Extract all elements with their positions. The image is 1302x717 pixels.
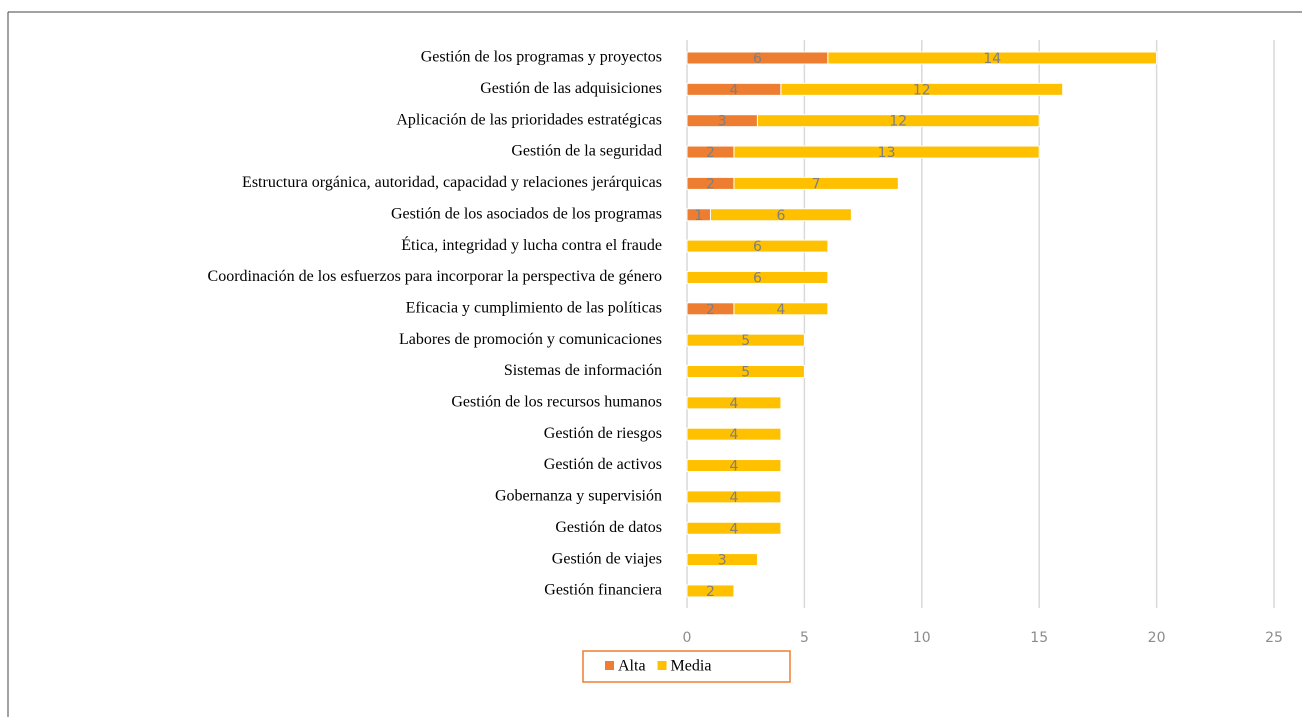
bar-segment	[686, 584, 735, 598]
data-label: 6	[753, 270, 762, 286]
category-label: Gestión financiera	[544, 582, 662, 599]
bar-segment	[709, 208, 852, 222]
bar-segment	[733, 302, 829, 316]
legend-label: Media	[671, 658, 712, 675]
x-tick-label: 5	[800, 630, 809, 646]
data-label: 3	[718, 114, 727, 130]
data-label: 5	[741, 365, 750, 381]
category-label: Gestión de la seguridad	[511, 143, 662, 160]
data-label: 4	[729, 521, 738, 537]
bar-segment	[686, 553, 758, 567]
category-label: Gestión de datos	[555, 519, 662, 536]
data-label: 4	[729, 490, 738, 506]
category-label: Gestión de los recursos humanos	[451, 394, 662, 411]
bar-segment	[686, 490, 782, 504]
category-label: Gestión de los programas y proyectos	[421, 49, 662, 66]
category-label: Eficacia y cumplimiento de las políticas	[406, 299, 662, 316]
category-label: Labores de promoción y comunicaciones	[399, 331, 662, 348]
bar-segment	[686, 365, 805, 378]
bar-segment	[686, 396, 782, 410]
bar-segment	[780, 82, 1064, 96]
data-label: 3	[718, 553, 727, 569]
bar-segment	[733, 176, 899, 190]
category-label: Sistemas de información	[504, 362, 662, 379]
data-label: 12	[889, 114, 907, 130]
data-label: 2	[706, 584, 715, 600]
x-tick-label: 10	[913, 630, 931, 646]
data-label: 13	[878, 145, 896, 161]
category-label: Gestión de las adquisiciones	[480, 80, 662, 97]
data-label: 4	[729, 82, 738, 98]
bar-segment	[686, 427, 782, 441]
category-label: Estructura orgánica, autoridad, capacida…	[242, 174, 662, 191]
category-label: Coordinación de los esfuerzos para incor…	[208, 268, 662, 285]
data-label: 4	[776, 302, 785, 318]
data-label: 4	[729, 459, 738, 475]
category-label: Gestión de activos	[544, 456, 662, 473]
legend-swatch	[657, 661, 667, 670]
category-label: Ética, integridad y lucha contra el frau…	[401, 235, 662, 254]
x-tick-label: 0	[683, 630, 692, 646]
legend-swatch	[605, 661, 614, 670]
data-label: 12	[913, 82, 931, 98]
bar-segment	[827, 51, 1158, 65]
data-label: 6	[776, 208, 785, 224]
data-label: 2	[706, 145, 715, 161]
bar-segment	[686, 521, 782, 535]
data-label: 6	[753, 239, 762, 255]
category-label: Aplicación de las prioridades estratégic…	[396, 111, 662, 128]
x-tick-label: 25	[1265, 630, 1283, 646]
data-label: 2	[706, 302, 715, 318]
category-label: Gobernanza y supervisión	[495, 488, 662, 505]
data-label: 5	[741, 333, 750, 349]
category-label: Gestión de viajes	[552, 550, 662, 567]
data-label: 14	[983, 51, 1001, 67]
data-label: 1	[694, 208, 703, 224]
data-label: 7	[812, 176, 821, 192]
bar-segment	[686, 239, 829, 253]
bar-segment	[686, 270, 829, 284]
category-label: Gestión de los asociados de los programa…	[391, 205, 662, 222]
bar-segment	[686, 459, 782, 473]
x-tick-label: 20	[1148, 630, 1166, 646]
bar-segment	[733, 145, 1040, 159]
data-label: 2	[706, 176, 715, 192]
category-label: Gestión de riesgos	[544, 425, 662, 442]
bar-segment	[756, 114, 1040, 128]
x-tick-label: 15	[1030, 630, 1048, 646]
data-label: 4	[729, 427, 738, 443]
data-label: 4	[729, 396, 738, 412]
legend-box	[582, 650, 791, 683]
legend-label: Alta	[618, 658, 646, 675]
bar-segment	[686, 333, 805, 347]
data-label: 6	[753, 51, 762, 67]
